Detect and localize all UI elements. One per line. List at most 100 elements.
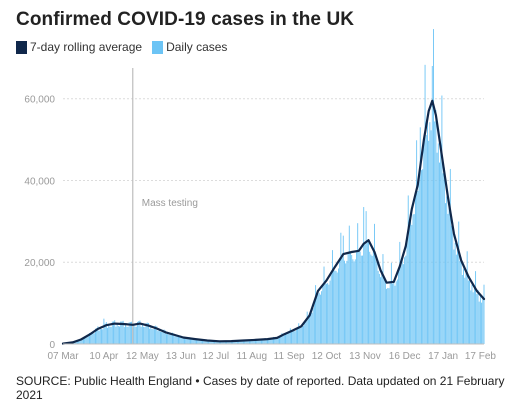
daily-cases-bar (405, 255, 407, 344)
daily-cases-bar (315, 285, 317, 344)
daily-cases-bar (119, 326, 120, 344)
daily-cases-bar (250, 340, 252, 344)
y-tick-label: 40,000 (24, 176, 55, 187)
daily-cases-bar (448, 204, 450, 344)
daily-cases-bar (235, 341, 237, 344)
daily-cases-bar (424, 64, 426, 345)
daily-cases-bar (281, 333, 283, 344)
daily-cases-bar (374, 223, 375, 344)
x-tick-label: 17 Feb (465, 351, 497, 362)
daily-cases-bar (255, 339, 256, 344)
daily-cases-bar (137, 321, 139, 344)
daily-cases-bar (202, 340, 203, 344)
daily-cases-bar (463, 268, 465, 344)
chart-title: Confirmed COVID-19 cases in the UK (16, 9, 355, 30)
daily-cases-bar (352, 259, 354, 344)
daily-cases-bar (383, 279, 385, 344)
daily-cases-bar (441, 95, 443, 344)
daily-cases-bar (212, 340, 214, 344)
daily-cases-bar (128, 322, 130, 344)
daily-cases-bar (241, 340, 243, 344)
daily-cases-bar (478, 301, 480, 344)
daily-cases-bar (348, 225, 350, 344)
x-tick-label: 17 Jan (428, 351, 458, 362)
y-tick-label: 20,000 (24, 258, 55, 269)
daily-cases-bar (223, 341, 225, 344)
daily-cases-bar (107, 327, 108, 344)
daily-cases-bar (240, 340, 242, 344)
daily-cases-bar (316, 293, 318, 344)
daily-cases-bar (440, 148, 442, 344)
daily-cases-bar (271, 338, 273, 344)
daily-cases-bar (307, 316, 309, 344)
daily-cases-bar (344, 260, 345, 344)
daily-cases-bar (265, 338, 267, 344)
daily-cases-bar (192, 338, 194, 344)
daily-cases-bar (129, 322, 131, 344)
daily-cases-bar (362, 255, 363, 344)
daily-cases-bar (146, 322, 148, 344)
daily-cases-bar (181, 336, 183, 344)
daily-cases-bar (216, 341, 218, 344)
x-tick-label: 13 Jun (166, 351, 196, 362)
daily-cases-bar (413, 214, 415, 344)
daily-cases-bar (304, 323, 306, 344)
daily-cases-bar (98, 330, 100, 344)
daily-cases-bar (257, 339, 259, 344)
daily-cases-bar (390, 262, 392, 344)
daily-cases-bar (353, 261, 355, 344)
daily-cases-bar (248, 339, 250, 344)
daily-cases-bar (363, 207, 365, 344)
daily-cases-bar (433, 29, 434, 345)
daily-cases-bar (329, 280, 331, 344)
daily-cases-bar (406, 239, 408, 344)
daily-cases-bar (350, 252, 351, 344)
daily-cases-bar (210, 341, 212, 344)
daily-cases-bar (339, 260, 341, 344)
daily-cases-bar (277, 338, 279, 344)
y-tick-label: 0 (49, 340, 55, 351)
daily-cases-bar (234, 341, 236, 344)
daily-cases-bar (306, 311, 308, 344)
daily-cases-bar (92, 333, 94, 344)
daily-cases-bar (172, 332, 173, 344)
daily-cases-bar (372, 250, 374, 344)
daily-cases-bar (437, 143, 439, 344)
legend-item-rolling-average: 7-day rolling average (16, 40, 142, 54)
daily-cases-bar (163, 329, 165, 344)
daily-cases-bar (111, 321, 113, 344)
daily-cases-bar (191, 339, 193, 344)
x-tick-label: 11 Sep (274, 351, 305, 362)
daily-cases-bar (336, 272, 338, 344)
daily-cases-bar (451, 225, 452, 344)
daily-cases-bar (445, 203, 446, 344)
daily-cases-bar (97, 326, 99, 344)
daily-cases-bar (242, 340, 244, 344)
daily-cases-bar (293, 330, 295, 344)
daily-cases-bar (78, 339, 80, 344)
daily-cases-bar (147, 322, 149, 344)
daily-cases-bar (131, 321, 133, 344)
daily-cases-bar (157, 331, 159, 344)
daily-cases-bar (110, 327, 112, 344)
daily-cases-bar (158, 329, 160, 344)
daily-cases-bar (453, 249, 455, 344)
daily-cases-bar (178, 336, 179, 344)
daily-cases-bar (354, 259, 356, 344)
daily-cases-bar (288, 332, 290, 344)
chart-legend: 7-day rolling average Daily cases (16, 40, 237, 54)
daily-cases-bar (467, 280, 469, 344)
daily-cases-bar (268, 339, 270, 344)
daily-cases-bar (256, 338, 258, 344)
daily-cases-bar (471, 284, 473, 344)
daily-cases-bar (84, 338, 86, 344)
daily-cases-bar (439, 162, 440, 344)
daily-cases-bar (104, 323, 106, 344)
daily-cases-bar (122, 320, 124, 344)
daily-cases-bar (436, 152, 438, 344)
daily-cases-bar (317, 293, 319, 344)
daily-cases-bar (174, 336, 176, 344)
daily-cases-bar (342, 235, 344, 344)
daily-cases-bar (173, 333, 175, 344)
daily-cases-bar (327, 283, 329, 344)
